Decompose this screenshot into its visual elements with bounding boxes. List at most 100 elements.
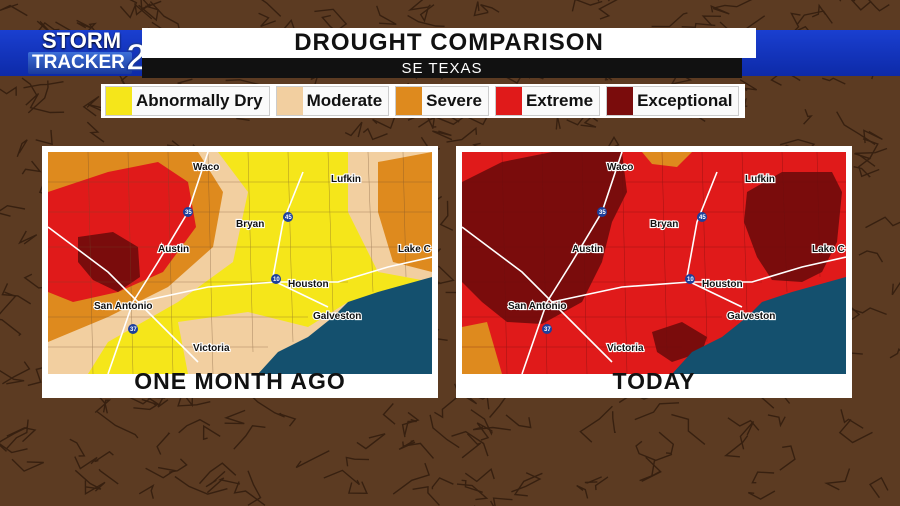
earth-crack <box>74 469 102 490</box>
earth-crack <box>598 0 618 20</box>
highway-label: 45 <box>285 215 292 221</box>
earth-crack <box>11 458 44 472</box>
city-galveston: Galveston <box>727 311 775 322</box>
highway-label: 10 <box>273 277 280 283</box>
earth-crack <box>432 130 453 141</box>
legend-swatch <box>495 87 522 115</box>
earth-crack <box>747 490 776 500</box>
earth-crack <box>594 476 609 491</box>
earth-crack <box>470 409 493 436</box>
earth-crack <box>177 392 211 407</box>
city-lufkin: Lufkin <box>331 174 361 185</box>
earth-crack <box>261 0 282 17</box>
earth-crack <box>372 115 396 130</box>
highway-label: 35 <box>599 210 606 216</box>
earth-crack <box>35 129 53 146</box>
city-victoria: Victoria <box>607 343 644 354</box>
earth-crack <box>0 291 17 315</box>
earth-crack <box>277 412 297 427</box>
city-bryan: Bryan <box>236 219 264 230</box>
earth-crack <box>347 481 368 495</box>
earth-crack <box>5 419 29 450</box>
earth-crack <box>858 157 880 178</box>
earth-crack <box>0 204 26 217</box>
earth-crack <box>402 441 435 459</box>
earth-crack <box>247 470 262 506</box>
earth-crack <box>634 402 680 421</box>
earth-crack <box>23 81 64 89</box>
earth-crack <box>846 307 887 316</box>
earth-crack <box>0 426 28 443</box>
earth-crack <box>446 126 478 143</box>
drought-map-one-month-ago: 35 45 10 37 Waco Lufkin Bryan Austin Lak… <box>48 152 432 374</box>
earth-crack <box>27 80 49 114</box>
earth-crack <box>206 477 241 494</box>
earth-crack <box>803 108 813 125</box>
earth-crack <box>16 139 28 158</box>
earth-crack <box>639 453 673 482</box>
city-lake-charles: Lake C <box>398 244 431 255</box>
legend-label: Extreme <box>525 91 594 110</box>
earth-crack <box>513 472 543 497</box>
earth-crack <box>431 477 454 490</box>
legend-swatch <box>106 87 132 115</box>
city-san-antonio: San Antonio <box>508 301 567 312</box>
earth-crack <box>858 250 884 263</box>
earth-crack <box>392 462 431 495</box>
legend-swatch <box>276 87 303 115</box>
legend-item-severe: Severe <box>395 86 489 116</box>
earth-crack <box>418 116 436 129</box>
panel-caption: ONE MONTH AGO <box>134 368 346 394</box>
earth-crack <box>0 443 28 454</box>
earth-crack <box>76 19 92 29</box>
earth-crack <box>205 470 226 488</box>
highway-label: 37 <box>544 327 551 333</box>
earth-crack <box>156 432 171 455</box>
city-waco: Waco <box>193 162 219 173</box>
earth-crack <box>119 0 138 19</box>
earth-crack <box>233 481 266 506</box>
earth-crack <box>651 12 688 28</box>
earth-crack <box>824 468 851 491</box>
earth-crack <box>511 472 542 493</box>
earth-crack <box>579 405 613 443</box>
earth-crack <box>472 426 511 431</box>
earth-crack <box>295 450 330 469</box>
earth-crack <box>779 445 796 471</box>
earth-crack <box>451 430 489 457</box>
earth-crack <box>671 413 706 445</box>
legend-label: Severe <box>426 91 482 110</box>
earth-crack <box>865 216 900 229</box>
drought-legend: Abnormally Dry Moderate Severe Extreme E… <box>101 84 745 118</box>
earth-crack <box>868 476 889 499</box>
earth-crack <box>94 450 114 463</box>
logo-storm-text: STORM <box>42 28 122 53</box>
earth-crack <box>356 433 386 450</box>
earth-crack <box>635 440 656 461</box>
earth-crack <box>713 0 753 9</box>
earth-crack <box>86 121 105 143</box>
earth-crack <box>98 468 119 485</box>
earth-crack <box>889 347 900 359</box>
highway-label: 37 <box>130 327 137 333</box>
earth-crack <box>233 425 266 450</box>
earth-crack <box>323 469 361 486</box>
earth-crack <box>21 77 38 106</box>
legend-swatch <box>396 87 423 115</box>
earth-crack <box>96 410 139 439</box>
earth-crack <box>1 283 32 305</box>
earth-crack <box>178 418 211 434</box>
earth-crack <box>412 485 440 506</box>
earth-crack <box>439 200 454 231</box>
earth-crack <box>658 431 675 455</box>
earth-crack <box>854 147 888 167</box>
earth-crack <box>456 483 489 501</box>
earth-crack <box>145 466 177 479</box>
earth-crack <box>0 370 25 385</box>
title-box: DROUGHT COMPARISON <box>142 28 756 58</box>
earth-crack <box>461 479 483 493</box>
earth-crack <box>840 409 864 429</box>
drought-map-today: 35 45 10 37 Waco Lufkin Bryan Austin Lak… <box>462 152 846 374</box>
city-bryan: Bryan <box>650 219 678 230</box>
earth-crack <box>138 483 155 499</box>
